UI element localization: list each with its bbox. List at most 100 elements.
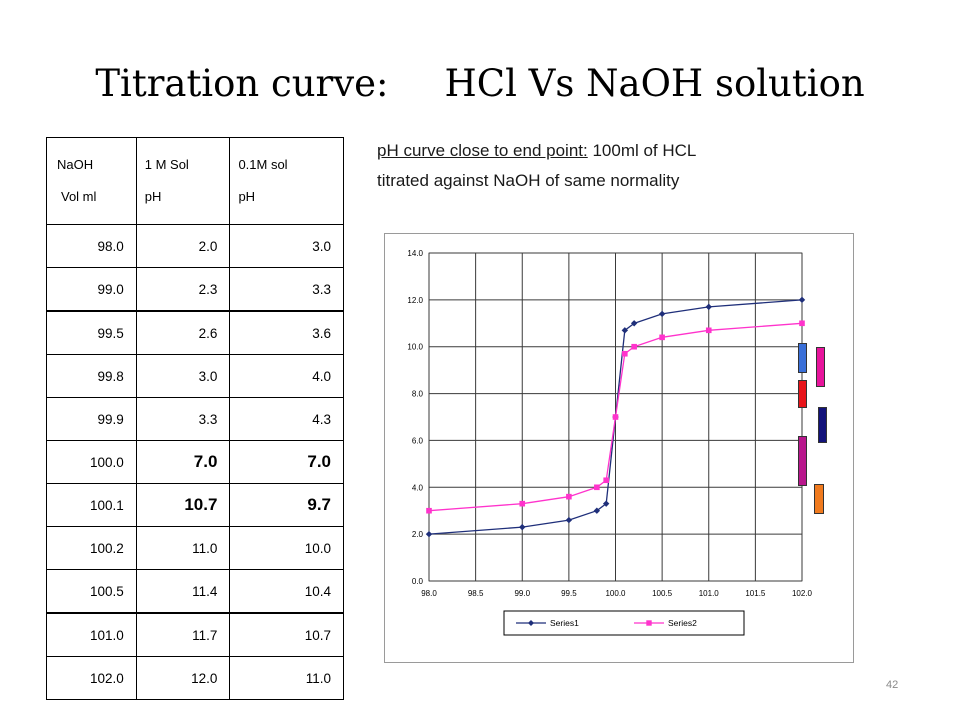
legend-swatch-marker bbox=[646, 620, 652, 626]
x-tick-label: 101.0 bbox=[699, 589, 720, 598]
cell-vol: 102.0 bbox=[46, 656, 137, 700]
cell-ph-01m: 9.7 bbox=[229, 483, 344, 527]
cell-vol: 99.8 bbox=[46, 354, 137, 398]
page-number: 42 bbox=[886, 679, 899, 691]
y-tick-label: 0.0 bbox=[412, 577, 424, 586]
table-row: 100.0 7.0 7.0 bbox=[46, 440, 344, 484]
cell-ph-1m: 2.0 bbox=[135, 224, 231, 268]
cell-ph-1m: 11.7 bbox=[135, 612, 231, 657]
titration-chart: 0.0 2.0 4.0 6.0 8.0 10.0 12.0 14.0 98.0 98.5 99.0 9… bbox=[407, 249, 813, 636]
indicator-bar-orange bbox=[814, 484, 824, 514]
cell-ph-01m: 11.0 bbox=[229, 656, 344, 700]
y-tick-label: 12.0 bbox=[407, 296, 423, 305]
cell-vol: 100.1 bbox=[46, 483, 137, 527]
y-tick-label: 8.0 bbox=[412, 390, 424, 399]
cell-ph-01m: 4.0 bbox=[229, 354, 344, 398]
header-01m-sol: 0.1M sol pH bbox=[229, 137, 344, 225]
table-row: 99.0 2.3 3.3 bbox=[46, 267, 344, 312]
cell-vol: 100.0 bbox=[46, 440, 137, 484]
x-tick-label: 101.5 bbox=[745, 589, 766, 598]
cell-vol: 98.0 bbox=[46, 224, 137, 268]
cell-ph-01m: 7.0 bbox=[229, 440, 344, 484]
indicator-bar-navy bbox=[818, 407, 827, 443]
cell-ph-1m: 10.7 bbox=[135, 483, 231, 527]
y-tick-label: 10.0 bbox=[407, 343, 423, 352]
table-row: 99.9 3.3 4.3 bbox=[46, 397, 344, 441]
cell-ph-01m: 10.4 bbox=[229, 569, 344, 614]
table-row: 102.0 12.0 11.0 bbox=[46, 656, 344, 700]
header-1m-sol: 1 M Sol pH bbox=[135, 137, 231, 225]
note-line2: titrated against NaOH of same normality bbox=[377, 171, 680, 190]
cell-ph-1m: 7.0 bbox=[135, 440, 231, 484]
y-tick-label: 2.0 bbox=[412, 530, 424, 539]
table-row: 100.2 11.0 10.0 bbox=[46, 526, 344, 570]
cell-vol: 99.0 bbox=[46, 267, 137, 312]
cell-vol: 100.2 bbox=[46, 526, 137, 570]
endpoint-note: pH curve close to end point: 100ml of HC… bbox=[377, 136, 847, 196]
data-point bbox=[519, 500, 526, 507]
data-point bbox=[519, 523, 526, 531]
note-underlined: pH curve close to end point: bbox=[377, 141, 588, 160]
data-point bbox=[631, 343, 637, 350]
legend-label: Series1 bbox=[550, 618, 579, 628]
table-row: 100.5 11.4 10.4 bbox=[46, 569, 344, 614]
table-row: 99.8 3.0 4.0 bbox=[46, 354, 344, 398]
table-row: 100.1 10.7 9.7 bbox=[46, 483, 344, 527]
data-point bbox=[799, 320, 805, 327]
cell-ph-01m: 3.6 bbox=[229, 310, 344, 355]
header-line: 0.1M sol bbox=[238, 157, 288, 172]
data-point bbox=[705, 303, 712, 311]
y-tick-label: 6.0 bbox=[412, 436, 424, 445]
data-point bbox=[705, 327, 712, 334]
table-header-row: NaOH Vol ml 1 M Sol pH 0.1M sol pH bbox=[46, 137, 344, 225]
legend-label: Series2 bbox=[668, 618, 697, 628]
cell-ph-01m: 3.3 bbox=[229, 267, 344, 312]
header-line: NaOH bbox=[57, 157, 94, 172]
data-point bbox=[658, 310, 666, 318]
indicator-bar-red bbox=[798, 380, 807, 408]
data-point bbox=[426, 507, 432, 514]
cell-ph-1m: 2.6 bbox=[135, 310, 231, 355]
table-row: 99.5 2.6 3.6 bbox=[46, 310, 344, 355]
titration-table: NaOH Vol ml 1 M Sol pH 0.1M sol pH 98.0 … bbox=[46, 137, 344, 700]
cell-ph-1m: 11.0 bbox=[135, 526, 231, 570]
title-part-1: Titration curve: bbox=[95, 62, 389, 105]
cell-ph-1m: 3.0 bbox=[135, 354, 231, 398]
cell-ph-01m: 4.3 bbox=[229, 397, 344, 441]
cell-ph-01m: 10.0 bbox=[229, 526, 344, 570]
header-line: pH bbox=[144, 189, 162, 204]
cell-vol: 99.9 bbox=[46, 397, 137, 441]
indicator-bar-purple bbox=[798, 436, 807, 486]
data-point bbox=[612, 414, 619, 420]
cell-ph-1m: 12.0 bbox=[135, 656, 231, 700]
cell-ph-1m: 3.3 bbox=[135, 397, 231, 441]
data-point bbox=[798, 296, 806, 304]
header-naoh-vol: NaOH Vol ml bbox=[46, 137, 137, 225]
data-point bbox=[659, 334, 665, 341]
x-tick-label: 98.0 bbox=[421, 589, 437, 598]
cell-ph-01m: 3.0 bbox=[229, 224, 344, 268]
x-tick-label: 102.0 bbox=[792, 589, 813, 598]
cell-ph-1m: 11.4 bbox=[135, 569, 231, 614]
indicator-bar-blue bbox=[798, 343, 807, 373]
legend-swatch-marker bbox=[528, 620, 534, 626]
x-tick-label: 100.5 bbox=[652, 589, 673, 598]
x-tick-label: 99.5 bbox=[561, 589, 577, 598]
y-tick-label: 4.0 bbox=[412, 483, 424, 492]
cell-ph-1m: 2.3 bbox=[135, 267, 231, 312]
data-point bbox=[566, 493, 572, 500]
table-row: 101.0 11.7 10.7 bbox=[46, 612, 344, 657]
y-tick-label: 14.0 bbox=[407, 249, 423, 258]
cell-ph-01m: 10.7 bbox=[229, 612, 344, 657]
slide-title: Titration curve: HCl Vs NaOH solution bbox=[0, 62, 960, 105]
data-point bbox=[594, 484, 600, 491]
x-tick-label: 99.0 bbox=[514, 589, 530, 598]
indicator-bar-magenta bbox=[816, 347, 825, 387]
cell-vol: 99.5 bbox=[46, 310, 137, 355]
cell-vol: 101.0 bbox=[46, 612, 137, 657]
data-point bbox=[565, 516, 573, 524]
header-line: pH bbox=[238, 189, 256, 204]
x-tick-label: 98.5 bbox=[468, 589, 484, 598]
data-point bbox=[603, 477, 609, 484]
cell-vol: 100.5 bbox=[46, 569, 137, 614]
